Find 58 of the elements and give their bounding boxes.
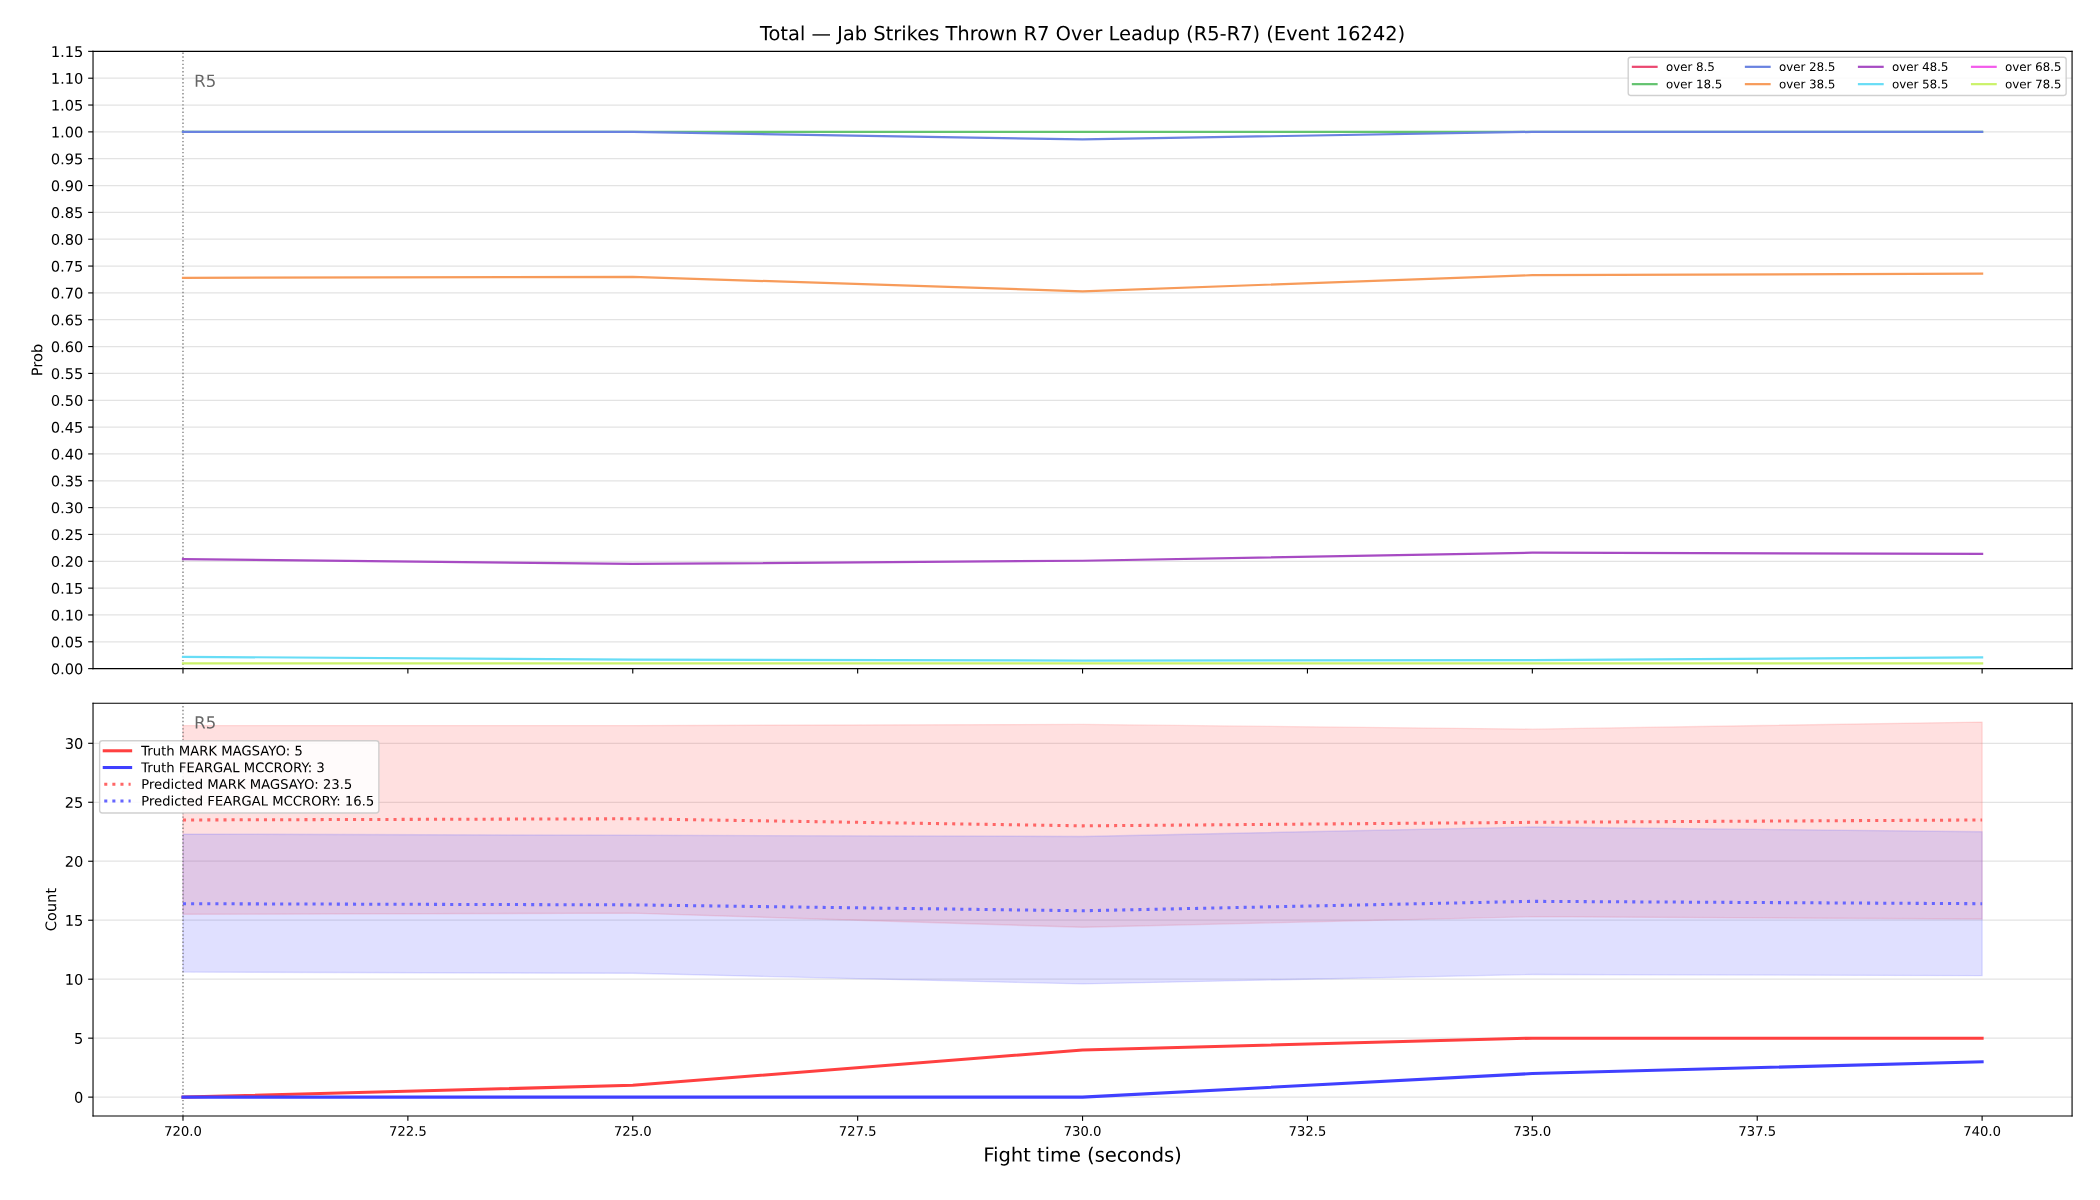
y-tick-label: 0.75 [51,260,83,272]
legend-label: Truth MARK MAGSAYO: 5 [141,745,302,756]
x-tick-label: 720.0 [165,1125,201,1136]
y-tick-label: 0.45 [51,421,83,433]
y-tick-label: 0.05 [51,636,83,648]
chart-title: Total — Jab Strikes Thrown R7 Over Leadup (R5-R7) (Event 16242) [759,25,1404,45]
y-tick-label: 0 [74,1091,83,1103]
legend-label: over 78.5 [2005,79,2061,89]
x-tick-label: 730.0 [1064,1125,1101,1136]
legend-label: over 38.5 [1779,79,1835,89]
y-axis-title: Count [45,888,57,931]
y-tick-label: 0.85 [51,207,83,219]
x-tick-label: 735.0 [1514,1125,1551,1136]
y-tick-label: 0.00 [51,663,83,675]
y-tick-label: 20 [65,855,83,867]
legend-label: over 58.5 [1892,79,1948,89]
y-tick-label: 0.80 [51,233,83,245]
y-tick-label: 1.00 [52,126,83,138]
y-tick-label: 0.70 [51,287,83,299]
y-tick-label: 25 [65,796,83,809]
x-tick-label: 725.0 [614,1125,651,1136]
y-tick-label: 30 [65,738,83,750]
y-tick-label: 10 [66,973,83,985]
y-tick-label: 0.55 [51,368,83,380]
x-tick-label: 722.5 [390,1125,426,1136]
y-tick-label: 0.15 [51,582,83,594]
y-tick-label: 0.20 [51,556,83,568]
x-axis-title: Fight time (seconds) [985,1146,1181,1166]
x-tick-label: 727.5 [839,1125,876,1136]
y-tick-label: 15 [66,915,83,926]
legend-label: over 28.5 [1779,62,1835,72]
ref-line-label: R5 [195,716,215,729]
y-tick-label: 0.50 [51,394,83,407]
y-axis-title: Prob [31,344,43,375]
y-tick-label: 5 [75,1033,83,1044]
y-tick-label: 0.35 [51,475,83,487]
x-tick-label: 732.5 [1289,1125,1326,1136]
legend-label: Predicted MARK MAGSAYO: 23.5 [142,778,352,790]
y-tick-label: 0.60 [51,341,83,353]
y-tick-label: 0.95 [51,153,83,165]
legend-label: over 18.5 [1666,79,1722,89]
ref-line-label: R5 [195,74,215,88]
x-tick-label: 740.0 [1964,1125,2001,1136]
y-tick-label: 1.05 [52,99,83,111]
y-tick-label: 1.15 [52,46,83,58]
legend-label: over 48.5 [1892,62,1948,72]
y-tick-label: 0.40 [51,448,83,460]
x-tick-label: 737.5 [1739,1125,1775,1136]
legend-label: over 8.5 [1666,62,1714,72]
legend-label: over 68.5 [2005,62,2061,72]
y-tick-label: 0.30 [51,502,83,514]
y-tick-label: 0.25 [51,529,83,541]
y-tick-label: 1.10 [52,72,83,84]
y-tick-label: 0.10 [51,609,83,621]
y-tick-label: 0.90 [51,180,83,192]
y-tick-label: 0.65 [51,314,83,326]
legend-label: Predicted FEARGAL MCCRORY: 16.5 [142,795,374,806]
legend-label: Truth FEARGAL MCCRORY: 3 [141,762,324,773]
